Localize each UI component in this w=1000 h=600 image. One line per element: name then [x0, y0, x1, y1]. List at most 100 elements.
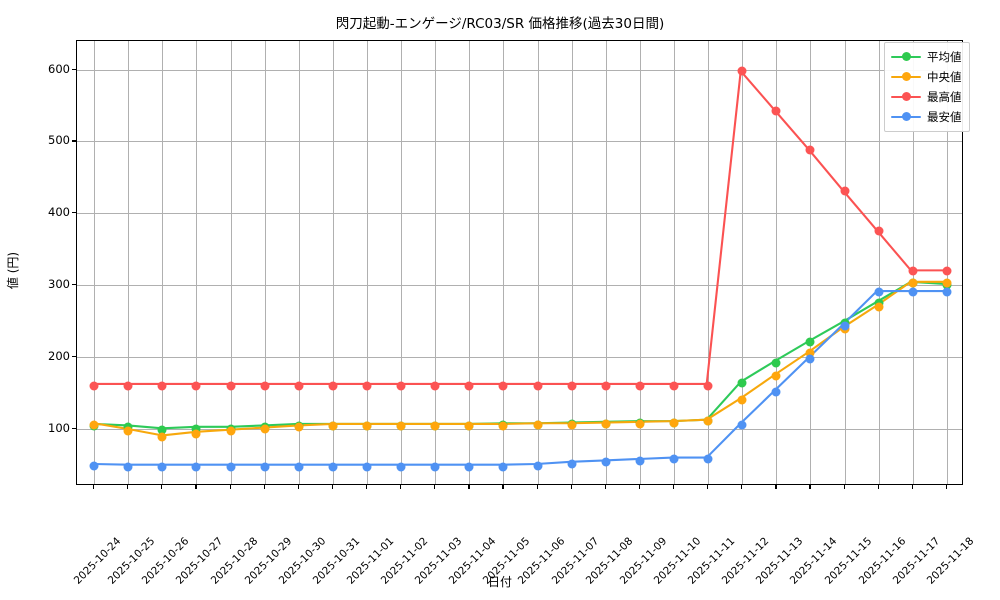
x-tick-mark — [161, 485, 163, 489]
gridline-vertical — [162, 41, 164, 484]
data-point-marker — [840, 186, 850, 196]
data-point-marker — [464, 421, 474, 431]
data-point-marker — [805, 145, 815, 155]
series-lines — [92, 69, 947, 466]
y-tick-label: 400 — [48, 205, 70, 220]
gridline-vertical — [298, 41, 300, 484]
gridline-vertical — [264, 41, 266, 484]
gridline-horizontal — [77, 356, 962, 358]
data-point-marker — [294, 462, 304, 472]
data-point-marker — [669, 418, 679, 428]
legend-label: 平均値 — [927, 50, 962, 64]
x-tick-mark — [229, 485, 231, 489]
data-point-marker — [260, 381, 270, 391]
x-tick-mark — [945, 485, 948, 489]
x-tick-mark — [536, 485, 538, 489]
x-tick-mark — [434, 485, 436, 489]
x-tick-mark — [604, 485, 606, 489]
data-point-marker — [430, 381, 440, 391]
x-tick-mark — [911, 485, 914, 489]
gridline-vertical — [196, 41, 198, 484]
data-point-marker — [533, 461, 543, 471]
series-line — [92, 280, 947, 437]
data-point-marker — [191, 381, 201, 391]
data-point-marker — [430, 462, 440, 472]
data-point-marker — [123, 426, 133, 436]
legend-item[interactable]: 最安値 — [891, 107, 962, 127]
legend-item[interactable]: 最高値 — [891, 87, 962, 107]
data-point-marker — [601, 419, 611, 429]
y-tick-mark — [72, 355, 76, 357]
legend-item[interactable]: 平均値 — [891, 47, 962, 67]
data-point-marker — [805, 354, 815, 364]
data-point-marker — [464, 462, 474, 472]
x-tick-mark — [877, 485, 879, 489]
data-point-marker — [191, 429, 201, 439]
x-tick-mark — [365, 485, 368, 489]
gridline-vertical — [810, 41, 812, 484]
y-tick-label: 100 — [48, 420, 70, 435]
gridline-vertical — [332, 41, 334, 484]
gridline-vertical — [503, 41, 505, 484]
data-point-marker — [771, 387, 781, 397]
data-point-marker — [498, 462, 508, 472]
y-tick-label: 300 — [48, 277, 70, 292]
data-point-marker — [908, 287, 918, 297]
gridline-vertical — [708, 41, 710, 484]
x-tick-mark — [468, 485, 470, 489]
data-point-marker — [226, 426, 236, 436]
data-point-marker — [874, 302, 884, 312]
data-point-marker — [669, 381, 679, 391]
data-point-marker — [226, 381, 236, 391]
x-tick-mark — [502, 485, 504, 489]
data-point-marker — [703, 416, 713, 426]
data-point-marker — [260, 462, 270, 472]
gridline-vertical — [674, 41, 676, 484]
y-tick-mark — [72, 68, 76, 70]
data-point-marker — [805, 348, 815, 358]
x-tick-mark — [570, 485, 572, 489]
data-point-marker — [942, 266, 952, 276]
data-point-marker — [601, 381, 611, 391]
data-point-marker — [533, 381, 543, 391]
legend-label: 最高値 — [927, 90, 962, 104]
data-point-marker — [942, 287, 952, 297]
data-point-marker — [294, 381, 304, 391]
gridline-horizontal — [77, 428, 962, 430]
data-point-marker — [362, 381, 372, 391]
series-line — [92, 290, 947, 466]
legend-label: 中央値 — [927, 70, 962, 84]
data-point-marker — [498, 421, 508, 431]
y-tick-mark — [72, 140, 76, 142]
x-tick-mark — [843, 485, 845, 489]
x-tick-mark — [673, 485, 675, 489]
data-point-marker — [362, 462, 372, 472]
gridline-horizontal — [77, 213, 962, 215]
data-point-marker — [396, 421, 406, 431]
gridline-horizontal — [77, 285, 962, 287]
data-point-marker — [737, 378, 747, 388]
data-point-marker — [89, 461, 99, 471]
gridline-vertical — [94, 41, 96, 484]
data-point-marker — [89, 381, 99, 391]
data-point-marker — [157, 425, 167, 435]
data-point-marker — [567, 420, 577, 430]
data-point-marker — [874, 287, 884, 297]
y-tick-mark — [72, 427, 76, 429]
x-tick-mark — [638, 485, 641, 489]
x-tick-mark — [400, 485, 402, 489]
gridline-vertical — [742, 41, 744, 484]
data-point-marker — [635, 419, 645, 429]
data-point-marker — [123, 381, 133, 391]
data-point-marker — [737, 66, 747, 76]
chart-title: 閃刀起動-エンゲージ/RC03/SR 価格推移(過去30日間) — [335, 16, 665, 32]
data-point-marker — [328, 421, 338, 431]
data-point-marker — [328, 381, 338, 391]
data-point-marker — [703, 381, 713, 391]
gridline-vertical — [435, 41, 437, 484]
legend-item[interactable]: 中央値 — [891, 67, 962, 87]
gridline-vertical — [912, 41, 914, 484]
x-tick-mark — [809, 485, 811, 489]
data-point-marker — [191, 462, 201, 472]
data-point-marker — [362, 421, 372, 431]
